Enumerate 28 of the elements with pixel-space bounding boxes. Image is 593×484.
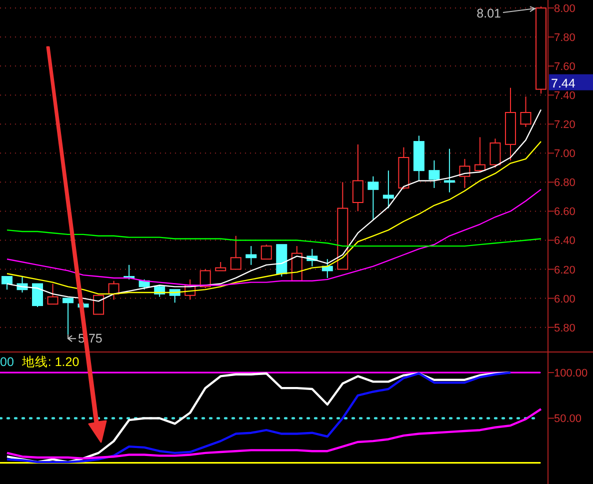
y-tick-label: 8.00 bbox=[554, 2, 576, 15]
y-tick-label: 6.20 bbox=[554, 264, 576, 276]
line-series bbox=[6, 408, 542, 460]
ref-line-label: 地线: 1.20 bbox=[20, 355, 80, 369]
candlestick bbox=[352, 144, 364, 212]
text: 7.44 bbox=[551, 76, 576, 90]
y-tick-label: 5.80 bbox=[554, 322, 576, 334]
candlestick bbox=[382, 170, 394, 209]
line-series bbox=[6, 140, 542, 295]
y-tick-label: 7.60 bbox=[554, 61, 576, 74]
y-tick-label: 7.40 bbox=[554, 90, 576, 102]
annotation: 8.01 bbox=[476, 6, 502, 21]
y-tick-label: 50.00 bbox=[554, 413, 582, 426]
y-tick-label: 7.80 bbox=[554, 32, 576, 44]
line-series bbox=[6, 229, 542, 247]
annotation: 00 bbox=[0, 355, 14, 369]
candlestick bbox=[246, 246, 257, 266]
y-tick-label: 7.00 bbox=[554, 148, 576, 160]
candlestick bbox=[504, 87, 516, 161]
y-tick-label: 6.00 bbox=[554, 293, 576, 306]
line-series bbox=[6, 371, 512, 464]
y-tick-label: 6.80 bbox=[554, 177, 576, 190]
candlestick bbox=[413, 135, 424, 182]
candlestick bbox=[444, 148, 455, 193]
y-tick-label: 6.60 bbox=[554, 206, 576, 218]
y-tick-label: 100.00 bbox=[554, 368, 588, 380]
y-tick-label: 7.20 bbox=[554, 119, 576, 132]
y-tick-label: 6.40 bbox=[554, 235, 576, 248]
